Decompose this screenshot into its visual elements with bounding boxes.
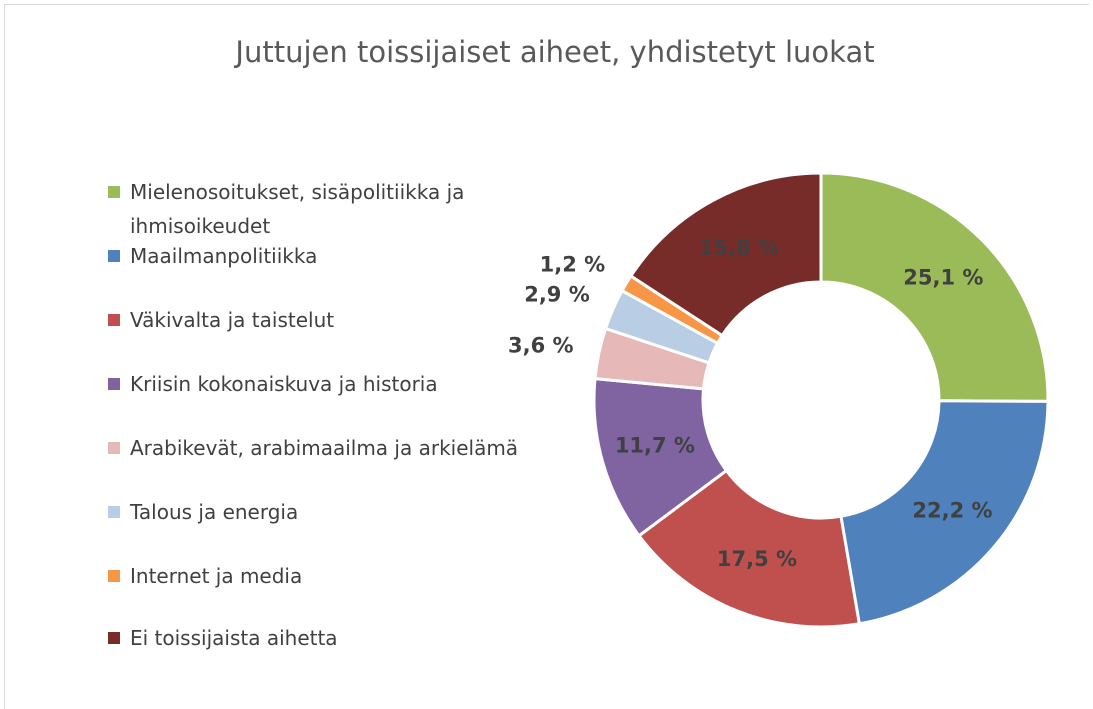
data-label: 25,1 % <box>903 265 983 289</box>
legend-label: Maailmanpolitiikka <box>130 244 318 268</box>
legend-swatch <box>108 442 120 454</box>
donut-slice <box>819 171 1050 403</box>
legend-item: Kriisin kokonaiskuva ja historia <box>108 367 438 401</box>
legend-label: Kriisin kokonaiskuva ja historia <box>130 372 438 396</box>
legend-item: Väkivalta ja taistelut <box>108 303 334 337</box>
legend-label: Internet ja media <box>130 564 303 588</box>
legend-item: Ei toissijaista aihetta <box>108 621 338 655</box>
data-label: 22,2 % <box>912 499 992 523</box>
chart-title: Juttujen toissijaiset aiheet, yhdistetyt… <box>233 35 874 69</box>
data-label: 11,7 % <box>615 434 695 458</box>
donut-slice <box>636 468 862 629</box>
legend-label: Talous ja energia <box>130 500 299 524</box>
legend-label: Arabikevät, arabimaailma ja arkielämä <box>130 436 519 460</box>
donut-slice <box>628 171 823 338</box>
legend-swatch <box>108 186 120 198</box>
legend-label: Mielenosoitukset, sisäpolitiikka ja ihmi… <box>130 180 465 238</box>
donut-slice <box>839 399 1050 626</box>
legend-swatch <box>108 378 120 390</box>
data-label: 15,8 % <box>699 235 779 259</box>
legend-item: Arabikevät, arabimaailma ja arkielämä <box>108 431 518 465</box>
legend-item: Internet ja media <box>108 559 302 593</box>
legend-swatch <box>108 506 120 518</box>
legend-swatch <box>108 632 120 644</box>
data-label: 3,6 % <box>508 333 574 357</box>
chart-frame <box>4 4 1089 709</box>
legend-swatch <box>108 570 120 582</box>
legend-item: Mielenosoitukset, sisäpolitiikka ja ihmi… <box>108 175 578 243</box>
data-label: 2,9 % <box>524 283 590 307</box>
legend-item: Talous ja energia <box>108 495 298 529</box>
legend-swatch <box>108 250 120 262</box>
legend-label: Väkivalta ja taistelut <box>130 308 335 332</box>
data-label: 1,2 % <box>540 253 606 277</box>
data-label: 17,5 % <box>717 547 797 571</box>
legend-label: Ei toissijaista aihetta <box>130 626 338 650</box>
legend-swatch <box>108 314 120 326</box>
legend-item: Maailmanpolitiikka <box>108 239 317 273</box>
